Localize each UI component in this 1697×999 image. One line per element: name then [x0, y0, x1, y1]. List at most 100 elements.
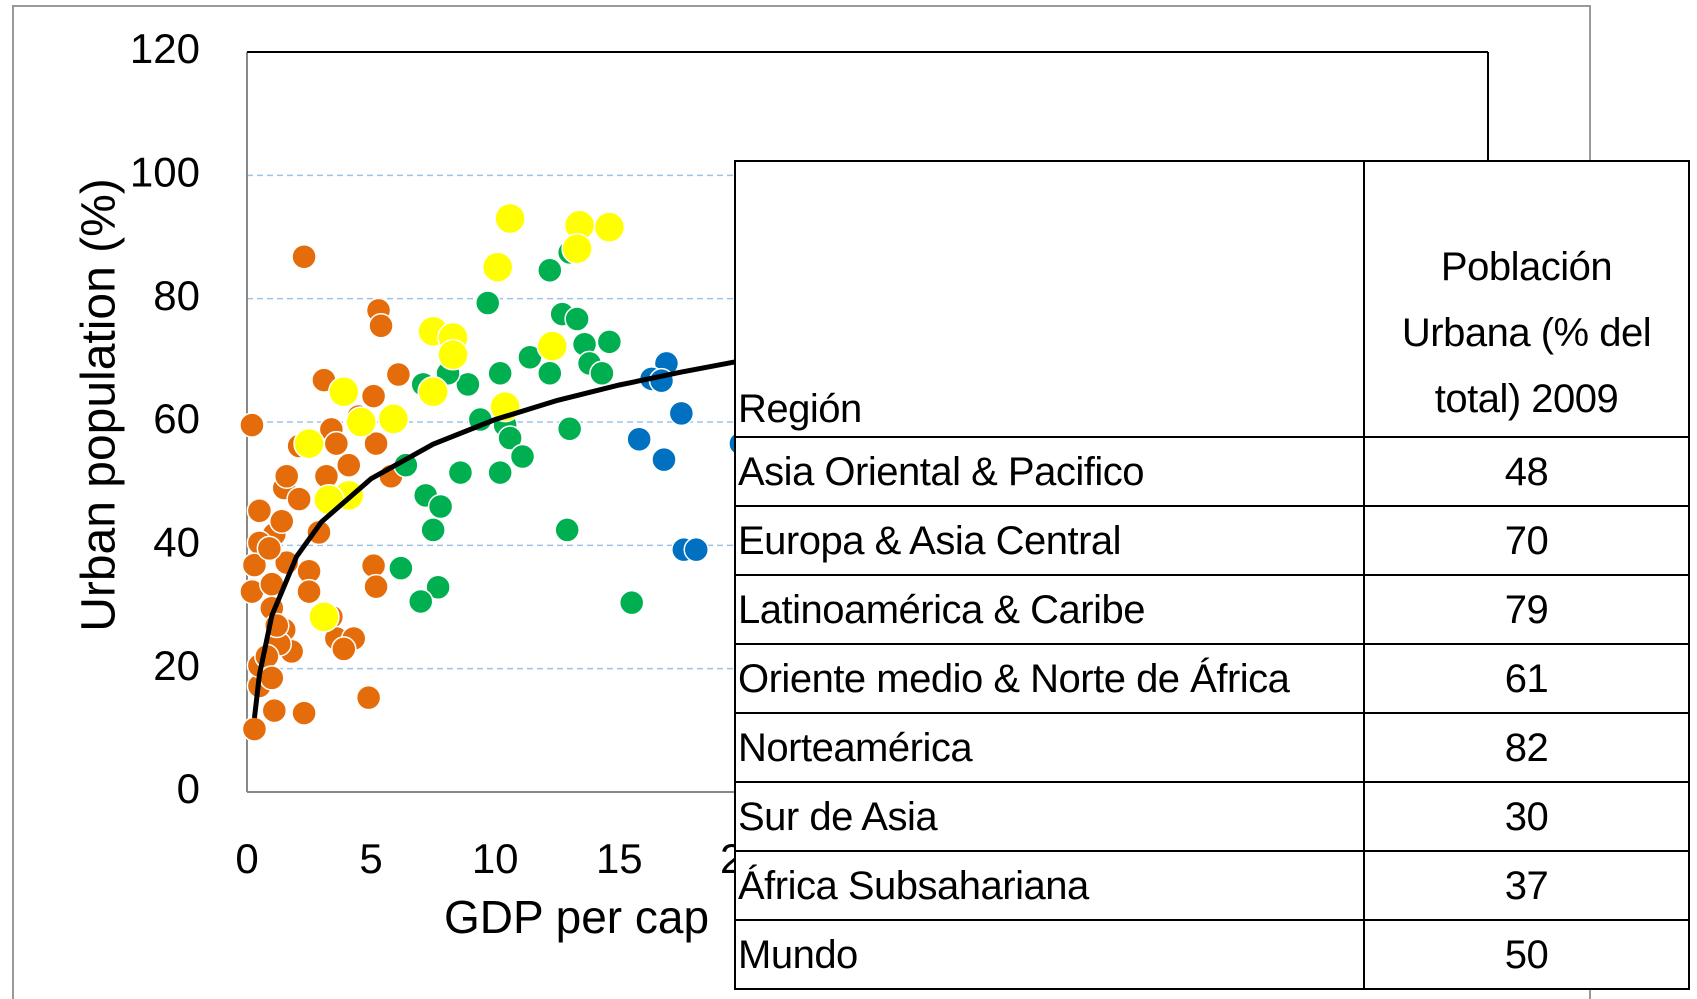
- data-point: [388, 555, 414, 581]
- data-point: [494, 202, 526, 235]
- y-tick-label: 80: [153, 272, 200, 319]
- y-axis-label: Urban population (%): [73, 178, 126, 632]
- y-tick-label: 120: [130, 25, 200, 72]
- data-point: [363, 430, 389, 457]
- x-axis-label: GDP per cap: [444, 891, 709, 943]
- data-point: [336, 452, 362, 478]
- data-point: [385, 361, 412, 388]
- data-point: [306, 519, 332, 546]
- data-point: [487, 360, 513, 387]
- data-point: [683, 536, 709, 563]
- data-point: [323, 430, 350, 457]
- data-point: [417, 376, 449, 408]
- y-tick-label: 100: [130, 148, 200, 195]
- data-point: [437, 339, 469, 371]
- y-tick-label: 20: [153, 642, 200, 689]
- data-point: [427, 493, 454, 520]
- data-point: [420, 517, 446, 543]
- region-cell: Mundo: [734, 919, 1365, 990]
- data-point: [377, 403, 410, 435]
- data-point: [368, 313, 394, 339]
- data-point: [564, 306, 590, 332]
- data-point: [561, 232, 593, 265]
- data-point: [447, 459, 474, 486]
- table-row: Latinoamérica & Caribe 79: [734, 574, 1690, 645]
- data-point: [345, 406, 377, 438]
- table-row: Norteamérica 82: [734, 712, 1690, 783]
- data-point: [487, 459, 513, 486]
- data-point: [313, 483, 345, 516]
- data-point: [241, 552, 268, 578]
- region-cell: África Subsahariana: [734, 850, 1365, 921]
- x-tick-label: 15: [596, 835, 643, 882]
- y-tick-label: 40: [153, 518, 200, 565]
- data-point: [618, 589, 645, 616]
- table-row: Asia Oriental & Pacifico 48: [734, 436, 1690, 507]
- data-point: [291, 243, 317, 270]
- x-tick-label: 10: [472, 835, 519, 882]
- y-tick-label: 0: [177, 765, 200, 812]
- table-row: Oriente medio & Norte de África 61: [734, 643, 1690, 714]
- data-point: [626, 426, 652, 453]
- data-point: [668, 400, 695, 427]
- data-point: [268, 508, 295, 535]
- data-point: [331, 636, 357, 662]
- data-point: [241, 716, 268, 742]
- table-header-row: Región Población Urbana (% del total) 200…: [734, 160, 1690, 438]
- value-cell: 50: [1363, 919, 1690, 990]
- data-point: [360, 383, 387, 409]
- y-tick-label: 60: [153, 395, 200, 442]
- value-cell: 30: [1363, 781, 1690, 852]
- data-point: [509, 443, 536, 470]
- trend-line: [251, 357, 744, 719]
- data-point: [256, 535, 283, 562]
- data-point: [273, 463, 300, 490]
- region-cell: Oriente medio & Norte de África: [734, 643, 1365, 714]
- data-point: [286, 486, 312, 512]
- header-cell: Población Urbana (% del total) 2009: [1363, 160, 1690, 438]
- data-point: [259, 665, 285, 691]
- data-point: [291, 700, 317, 726]
- x-tick-label: 0: [235, 835, 258, 882]
- data-point: [593, 211, 626, 243]
- data-point: [293, 427, 325, 460]
- table-row: Mundo 50: [734, 919, 1690, 990]
- data-point: [355, 684, 382, 711]
- data-point: [455, 371, 481, 398]
- data-point: [596, 329, 623, 355]
- header-cell: Región: [734, 160, 1365, 438]
- region-cell: Asia Oriental & Pacifico: [734, 436, 1365, 507]
- data-point: [537, 360, 563, 387]
- data-point: [296, 578, 322, 605]
- value-cell: 61: [1363, 643, 1690, 714]
- table-row: África Subsahariana 37: [734, 850, 1690, 921]
- region-cell: Latinoamérica & Caribe: [734, 574, 1365, 645]
- data-point: [261, 697, 288, 724]
- data-point: [360, 552, 387, 579]
- data-point: [556, 416, 583, 442]
- table-row: Sur de Asia 30: [734, 781, 1690, 852]
- data-point: [308, 601, 340, 633]
- region-cell: Norteamérica: [734, 712, 1365, 783]
- data-point: [536, 330, 569, 362]
- data-point: [554, 517, 580, 543]
- data-point: [537, 257, 563, 284]
- region-table: Región Población Urbana (% del total) 200…: [734, 160, 1690, 990]
- data-point: [481, 251, 514, 283]
- value-cell: 70: [1363, 505, 1690, 576]
- region-cell: Sur de Asia: [734, 781, 1365, 852]
- x-tick-label: 5: [359, 835, 382, 882]
- value-cell: 79: [1363, 574, 1690, 645]
- table-row: Europa & Asia Central 70: [734, 505, 1690, 576]
- data-point: [589, 360, 615, 387]
- data-point: [497, 425, 523, 451]
- data-point: [328, 376, 360, 408]
- value-cell: 82: [1363, 712, 1690, 783]
- data-point: [239, 412, 265, 438]
- data-point: [475, 290, 501, 316]
- data-point: [246, 498, 273, 524]
- data-point: [407, 588, 434, 615]
- value-cell: 37: [1363, 850, 1690, 921]
- value-cell: 48: [1363, 436, 1690, 507]
